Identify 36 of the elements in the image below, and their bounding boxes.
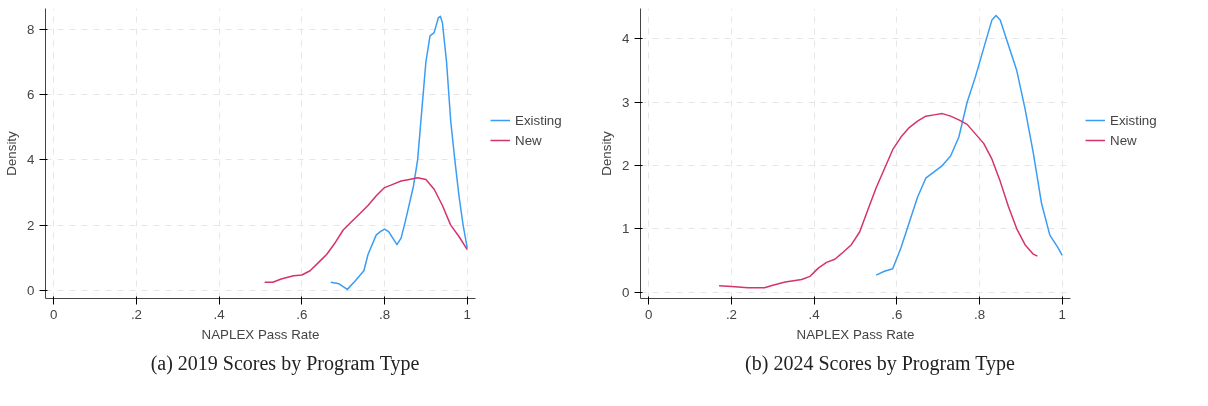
x-tick-label: .4	[213, 306, 226, 322]
line-series	[263, 177, 468, 283]
line-series	[330, 15, 468, 291]
x-tick-label: .8	[378, 306, 391, 322]
y-axis-title: Density	[4, 130, 20, 176]
x-tick-label: .4	[808, 306, 821, 322]
x-tick-label: 1	[463, 306, 471, 322]
y-tick-label: 0	[622, 284, 630, 300]
y-tick-label: 8	[27, 21, 35, 37]
x-tick-label: .2	[130, 306, 143, 322]
x-tick-label: 0	[50, 306, 58, 322]
y-tick-label: 1	[622, 221, 630, 237]
legend-label: New	[1110, 132, 1137, 148]
x-tick-label: .6	[296, 306, 308, 322]
y-tick-label: 2	[27, 217, 35, 233]
y-tick-label: 3	[622, 94, 630, 110]
y-tick-label: 6	[27, 87, 35, 103]
y-axis-title: Density	[599, 130, 615, 176]
text: (b) 2024 Scores by Program Type	[745, 351, 1015, 377]
y-tick-label: 2	[622, 158, 630, 174]
x-tick-label: 0	[645, 306, 653, 322]
x-axis-title: NAPLEX Pass Rate	[201, 326, 320, 342]
line-series	[875, 14, 1063, 276]
y-tick-label: 4	[622, 31, 631, 47]
legend-label: Existing	[1110, 112, 1157, 128]
y-tick-label: 4	[27, 152, 36, 168]
text: (a) 2019 Scores by Program Type	[150, 351, 420, 377]
x-tick-label: .6	[891, 306, 903, 322]
line-series	[718, 112, 1039, 289]
y-tick-label: 0	[27, 282, 35, 298]
x-axis-title: NAPLEX Pass Rate	[796, 326, 915, 342]
legend-label: New	[515, 132, 542, 148]
x-tick-label: .8	[973, 306, 986, 322]
x-tick-label: 1	[1058, 306, 1066, 322]
legend-label: Existing	[515, 112, 562, 128]
x-tick-label: .2	[725, 306, 738, 322]
